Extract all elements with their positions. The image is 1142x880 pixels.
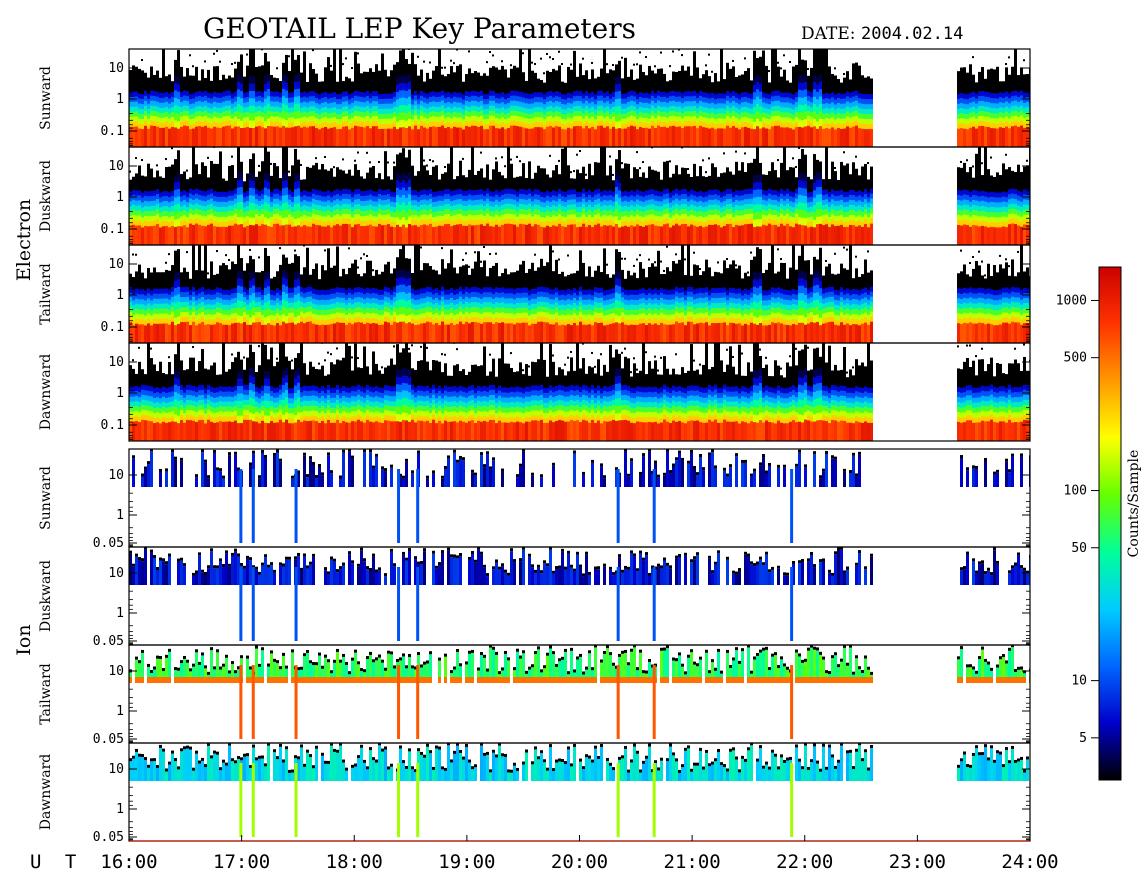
panel-label: Dawnward	[38, 354, 54, 431]
y-tick-label: 0.05	[93, 830, 124, 845]
spectrogram	[129, 645, 1030, 739]
x-tick-label: 19:00	[438, 851, 495, 873]
y-tick-label: 0.1	[101, 320, 124, 335]
y-tick-label: 0.1	[101, 124, 124, 139]
chart-title: GEOTAIL LEP Key Parameters	[203, 12, 636, 45]
colorbar-tick-label: 10	[1071, 674, 1087, 689]
panel-label: Duskward	[38, 560, 54, 632]
x-tick-label: 24:00	[1001, 851, 1058, 873]
colorbar-tick-label: 50	[1071, 541, 1087, 556]
x-tick-label: 23:00	[889, 851, 946, 873]
spectrogram	[129, 245, 1030, 343]
y-tick-label: 10	[108, 468, 124, 483]
panel-label: Sunward	[38, 466, 54, 530]
y-tick-label: 10	[108, 159, 124, 174]
x-axis-label: U T	[30, 851, 82, 873]
y-tick-label: 1	[116, 606, 124, 621]
panel-label: Duskward	[38, 160, 54, 232]
spectrogram	[129, 147, 1030, 245]
y-tick-label: 1	[116, 288, 124, 303]
panel-label: Sunward	[38, 66, 54, 130]
panel-electron-duskward: 10 1 0.1 Duskward	[38, 146, 1031, 246]
y-tick-label: 1	[116, 704, 124, 719]
y-tick-label: 1	[116, 802, 124, 817]
panel-ion-tailward: 10 1 0.05 Tailward	[38, 644, 1031, 747]
panel-frame	[128, 742, 1031, 842]
y-tick-label: 1	[116, 92, 124, 107]
x-tick-label: 20:00	[551, 851, 608, 873]
group-label: Electron	[13, 199, 35, 281]
y-tick-label: 0.05	[93, 732, 124, 747]
spectrogram	[129, 343, 1030, 441]
colorbar-tick-label: 100	[1064, 484, 1087, 499]
y-tick-label: 10	[108, 257, 124, 272]
y-tick-label: 0.1	[101, 222, 124, 237]
y-tick-label: 0.05	[93, 634, 124, 649]
group-labels-layer: Electron Ion	[13, 199, 35, 656]
colorbar-tick-label: 500	[1064, 351, 1087, 366]
x-axis: U T 16:00 17:00 18:00 19:00 20:00 21:00 22:00 23…	[30, 835, 1059, 873]
panel-ion-sunward: 10 1 0.05 Sunward	[38, 448, 1031, 551]
colorbar-gradient	[1098, 266, 1122, 781]
y-tick-label: 0.1	[101, 418, 124, 433]
y-tick-label: 10	[108, 664, 124, 679]
y-tick-label: 10	[108, 566, 124, 581]
panel-frame	[128, 342, 1031, 442]
spectrogram	[132, 449, 1030, 543]
date-value: 2004.02.14	[861, 24, 963, 44]
y-tick-label: 1	[116, 508, 124, 523]
panels-layer: 10 1 0.1 Sunward 10 1 0.1 Duskward 10 1 0.1 Tailwar…	[38, 48, 1031, 845]
x-tick-label: 16:00	[100, 851, 157, 873]
panel-ion-duskward: 10 1 0.05 Duskward	[38, 546, 1031, 649]
panel-ion-dawnward: 10 1 0.05 Dawnward	[38, 742, 1031, 845]
group-label: Ion	[13, 624, 35, 655]
panel-electron-sunward: 10 1 0.1 Sunward	[38, 48, 1031, 148]
panel-label: Dawnward	[38, 754, 54, 831]
y-tick-label: 1	[116, 190, 124, 205]
spectrogram	[129, 49, 1030, 147]
y-tick-label: 1	[116, 386, 124, 401]
panel-electron-tailward: 10 1 0.1 Tailward	[38, 244, 1031, 344]
y-tick-label: 10	[108, 61, 124, 76]
colorbar-label: Counts/Sample	[1126, 450, 1142, 558]
panel-label: Tailward	[38, 663, 54, 725]
x-tick-label: 17:00	[213, 851, 270, 873]
panel-label: Tailward	[38, 263, 54, 325]
x-tick-label: 22:00	[776, 851, 833, 873]
colorbar-tick-label: 1000	[1056, 293, 1087, 308]
panel-electron-dawnward: 10 1 0.1 Dawnward	[38, 342, 1031, 442]
colorbar: 1000 500 100 50 10 5 Counts/Sample	[1056, 266, 1142, 781]
x-tick-label: 18:00	[326, 851, 383, 873]
colorbar-tick-label: 5	[1079, 731, 1087, 746]
y-tick-label: 10	[108, 355, 124, 370]
spectrogram	[129, 743, 1029, 837]
spectrogram	[129, 547, 1030, 641]
y-tick-label: 0.05	[93, 536, 124, 551]
date-label: DATE:	[801, 24, 855, 44]
x-tick-label: 21:00	[664, 851, 721, 873]
y-tick-label: 10	[108, 762, 124, 777]
